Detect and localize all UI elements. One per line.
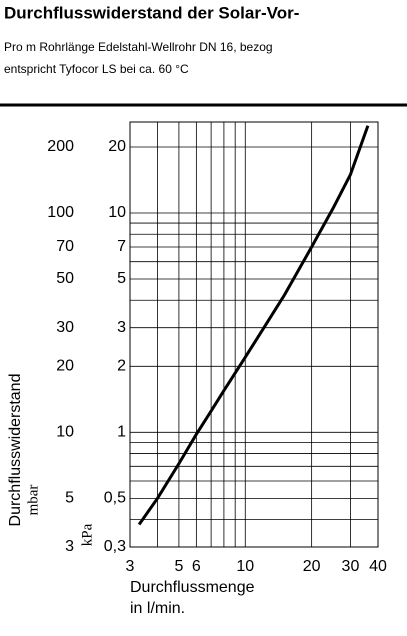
x-tick-label: 40 [369, 558, 387, 575]
y-unit-label: kPa [79, 523, 95, 546]
plot-frame [129, 121, 379, 548]
y-tick-label: 3 [117, 319, 126, 336]
y-tick-label: 0,5 [104, 490, 126, 507]
x-tick-label: 3 [126, 558, 135, 575]
y2-tick-label: 70 [56, 238, 74, 255]
y2-tick-label: 30 [56, 319, 74, 336]
x-tick-label: 10 [236, 558, 254, 575]
y-tick-label: 0,3 [104, 538, 126, 555]
title: Durchflusswiderstand der Solar-Vor- [4, 3, 299, 22]
y-tick-label: 7 [117, 238, 126, 255]
y2-tick-label: 200 [47, 138, 74, 155]
data-line [137, 125, 370, 526]
y-tick-label: 2 [117, 358, 126, 375]
x-tick-label: 6 [192, 558, 201, 575]
y-tick-label: 1 [117, 424, 126, 441]
y2-tick-label: 10 [56, 424, 74, 441]
y-tick-label: 10 [108, 204, 126, 221]
subtitle: entspricht Tyfocor LS bei ca. 60 °C [4, 62, 189, 76]
y2-tick-label: 5 [65, 490, 74, 507]
x-tick-label: 5 [174, 558, 183, 575]
y2-tick-label: 20 [56, 358, 74, 375]
x-tick-label: 20 [303, 558, 321, 575]
y2-label: mbar [25, 485, 41, 516]
x-tick-label: 30 [342, 558, 360, 575]
y-tick-label: 5 [117, 270, 126, 287]
y2-tick-label: 50 [56, 270, 74, 287]
y2-tick-label: 3 [65, 538, 74, 555]
y2-tick-label: 100 [47, 204, 74, 221]
y-label: Durchflusswiderstand [7, 374, 24, 527]
y-tick-label: 20 [108, 138, 126, 155]
subtitle: Pro m Rohrlänge Edelstahl-Wellrohr DN 16… [4, 40, 273, 54]
x-label: in l/min. [130, 600, 185, 617]
x-label: Durchflussmenge [130, 579, 255, 596]
